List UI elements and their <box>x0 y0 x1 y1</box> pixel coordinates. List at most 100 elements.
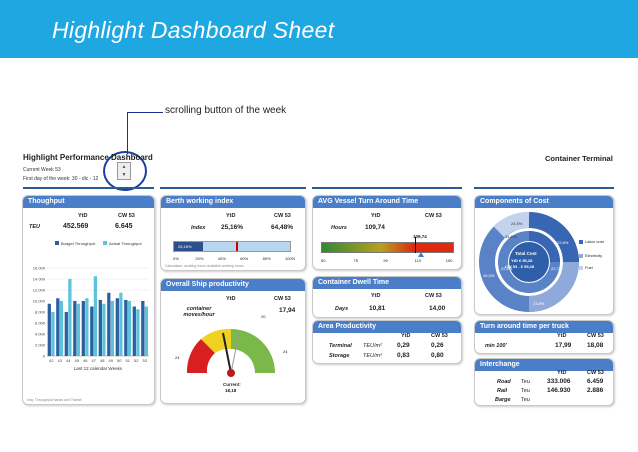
dashboard-title: Highlight Performance Dashboard <box>23 153 153 162</box>
divider <box>160 187 306 189</box>
budget-bar <box>47 303 51 356</box>
budget-bar <box>124 299 128 356</box>
interchange-title: Interchange <box>475 359 613 371</box>
axis-tick-label: 110 <box>414 258 421 263</box>
axis-tick-label: 90 <box>383 258 388 263</box>
terminal-title: Container Terminal <box>545 154 613 163</box>
row-label: Days <box>335 306 349 312</box>
row-label: min 100' <box>485 343 507 349</box>
chevron-down-icon[interactable]: ▼ <box>121 172 127 178</box>
row-label: Storage <box>329 353 350 359</box>
row-unit: TEU/m² <box>363 343 382 349</box>
row-label: Rail <box>497 388 508 394</box>
actual-bar <box>59 301 64 356</box>
cost-label: 34,6% <box>505 234 517 239</box>
cost-segment-fuel <box>493 212 530 238</box>
cost-center-cw: CW 53 - € 99,28 <box>505 264 535 269</box>
x-tick-label: 49 <box>109 358 114 363</box>
col-cw: CW 53 <box>118 213 135 219</box>
area-panel: Area Productivity YtD CW 53 Terminal TEU… <box>312 320 462 364</box>
actual-bar <box>144 306 149 356</box>
col-ytd: YtD <box>226 213 236 219</box>
legend-swatch <box>579 254 583 258</box>
first-day-label: First day of the week: 30 - dic - 12 <box>23 176 99 182</box>
legend-label: Budget Throughput <box>61 241 96 246</box>
cost-label: 26,3% <box>483 273 495 278</box>
dwell-title: Container Dwell Time <box>313 277 461 289</box>
y-tick-label: 4.000 <box>35 332 46 337</box>
col-cw: CW 53 <box>431 333 448 339</box>
col-cw: CW 53 <box>587 333 604 339</box>
interchange-panel: Interchange YtD CW 53 Road Teu 333.006 6… <box>474 358 614 406</box>
gauge-red <box>186 339 215 373</box>
x-tick-label: 43 <box>58 358 63 363</box>
cost-label: 23,8% <box>533 301 545 306</box>
divider <box>23 187 154 189</box>
col-cw: CW 53 <box>425 293 442 299</box>
cost-center <box>509 242 549 282</box>
gauge-label: 24 <box>283 349 288 354</box>
x-tick-label: 52 <box>134 358 139 363</box>
vessel-gradient-bar <box>321 237 454 253</box>
truck-title: Turn around time per truck <box>475 321 613 333</box>
cost-title: Components of Cost <box>475 196 613 208</box>
row-unit: Teu <box>521 397 530 403</box>
budget-bar <box>107 292 111 356</box>
berth-axis: 0% 20% 40% 60% 80% 100% <box>173 256 295 262</box>
berth-cw-marker <box>236 242 238 251</box>
legend-swatch <box>55 241 59 245</box>
current-week: Current Week 53 <box>23 167 61 173</box>
x-tick-label: 53 <box>143 358 148 363</box>
vessel-axis: 50 75 90 110 150 <box>321 258 454 264</box>
col-cw: CW 53 <box>274 296 291 302</box>
col-ytd: YtD <box>401 333 411 339</box>
y-tick-label: 6.000 <box>35 321 46 326</box>
actual-bar <box>127 301 132 356</box>
gauge-hub <box>227 369 235 377</box>
cost-label: 22,8% <box>557 240 569 245</box>
cost-segment-electricity <box>528 261 579 312</box>
y-tick-label: 10.000 <box>33 299 46 304</box>
col-cw: CW 53 <box>274 213 291 219</box>
cost-donut-chart <box>479 212 579 312</box>
truck-panel: Turn around time per truck YtD CW 53 min… <box>474 320 614 354</box>
budget-bar <box>132 306 136 356</box>
col-cw: CW 53 <box>425 213 442 219</box>
throughput-cw: 6.645 <box>115 223 133 230</box>
gauge-current-value: 18,18 <box>225 388 237 393</box>
row-label: TEU <box>29 224 40 230</box>
actual-bar <box>93 276 98 356</box>
gauge-label: 24 <box>175 355 180 360</box>
axis-tick-label: 60% <box>240 256 249 261</box>
area-cw: 0,80 <box>431 352 444 359</box>
x-axis-label: Last 12 calendar Weeks <box>74 366 123 371</box>
y-tick-label: 0 <box>43 354 46 359</box>
week-scroll-button[interactable]: ▲ ▼ <box>117 162 131 180</box>
throughput-panel: Thoughput YtD CW 53 TEU 452.569 6.645 Bu… <box>22 195 155 405</box>
vessel-pointer-icon <box>418 252 424 257</box>
dwell-ytd: 10,81 <box>369 305 386 312</box>
callout-line <box>127 112 163 113</box>
col-ytd: YtD <box>226 296 236 302</box>
row-label: Barge <box>495 397 511 403</box>
legend-label: Labor cost <box>585 239 604 244</box>
axis-tick-label: 40% <box>217 256 226 261</box>
budget-bar <box>98 299 102 356</box>
row-label: Index <box>191 225 206 231</box>
axis-tick-label: 100% <box>285 256 296 261</box>
col-ytd: YtD <box>557 370 567 376</box>
cost-center-label: Total Cost <box>515 251 537 256</box>
throughput-title: Thoughput <box>23 196 154 208</box>
legend-swatch <box>103 241 107 245</box>
vessel-ytd: 109,74 <box>365 224 385 231</box>
cost-segment-labor <box>528 212 579 263</box>
axis-tick-label: 20% <box>195 256 204 261</box>
chevron-up-icon[interactable]: ▲ <box>121 164 127 170</box>
cost-label: 22,7% <box>551 266 563 271</box>
throughput-ytd: 452.569 <box>63 223 89 230</box>
actual-bar <box>136 309 140 356</box>
area-cw: 0,26 <box>431 342 444 349</box>
y-tick-label: 14.000 <box>33 277 46 282</box>
area-title: Area Productivity <box>313 321 461 333</box>
x-tick-label: 42 <box>49 358 54 363</box>
